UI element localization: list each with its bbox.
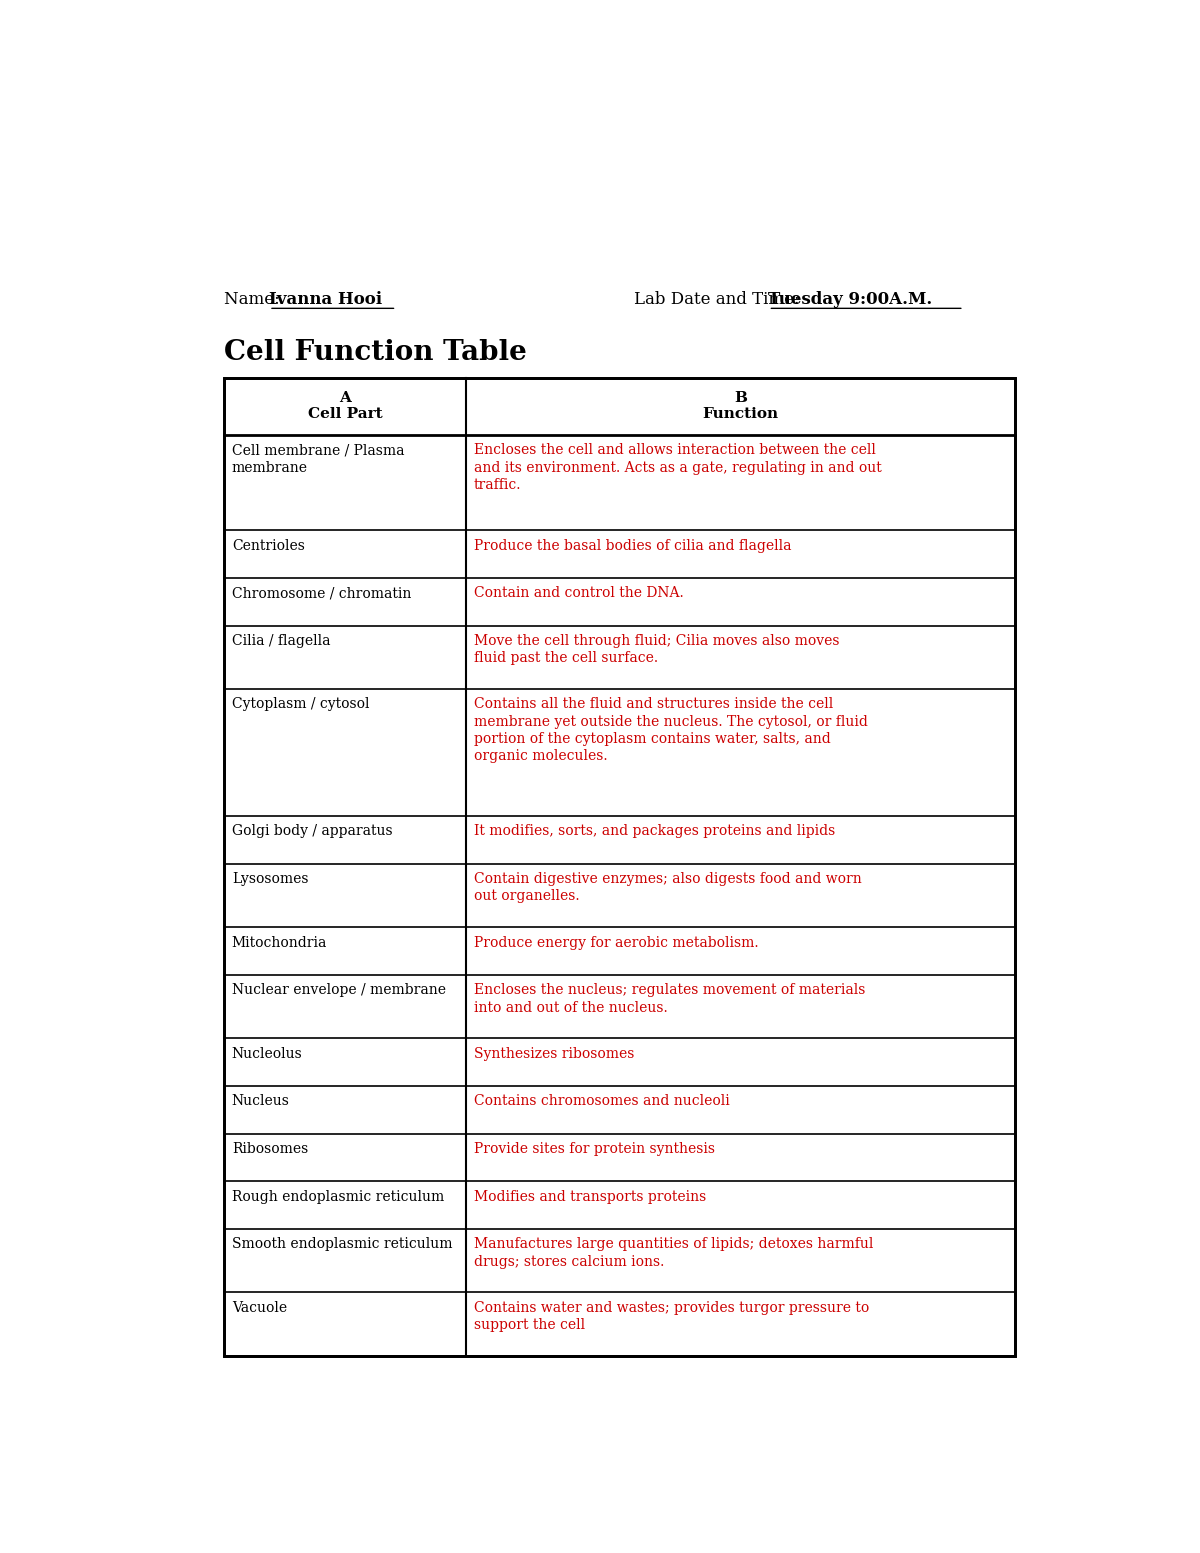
Text: Nucleus: Nucleus <box>232 1095 289 1109</box>
Text: Smooth endoplasmic reticulum: Smooth endoplasmic reticulum <box>232 1238 452 1252</box>
Text: Ivanna Hooi: Ivanna Hooi <box>269 292 382 309</box>
Text: Nucleolus: Nucleolus <box>232 1047 302 1061</box>
Text: Golgi body / apparatus: Golgi body / apparatus <box>232 825 392 839</box>
Text: Encloses the cell and allows interaction between the cell
and its environment. A: Encloses the cell and allows interaction… <box>474 444 881 492</box>
Text: Manufactures large quantities of lipids; detoxes harmful
drugs; stores calcium i: Manufactures large quantities of lipids;… <box>474 1238 874 1269</box>
Text: Contains all the fluid and structures inside the cell
membrane yet outside the n: Contains all the fluid and structures in… <box>474 697 868 764</box>
Text: Tuesday 9:00A.M.: Tuesday 9:00A.M. <box>768 292 932 309</box>
Text: Cytoplasm / cytosol: Cytoplasm / cytosol <box>232 697 370 711</box>
Text: Nuclear envelope / membrane: Nuclear envelope / membrane <box>232 983 446 997</box>
Text: Produce energy for aerobic metabolism.: Produce energy for aerobic metabolism. <box>474 935 758 949</box>
Text: Vacuole: Vacuole <box>232 1301 287 1315</box>
Text: Ribosomes: Ribosomes <box>232 1141 308 1155</box>
Text: Produce the basal bodies of cilia and flagella: Produce the basal bodies of cilia and fl… <box>474 539 791 553</box>
Text: Cell membrane / Plasma
membrane: Cell membrane / Plasma membrane <box>232 444 404 475</box>
Text: Centrioles: Centrioles <box>232 539 305 553</box>
Text: Modifies and transports proteins: Modifies and transports proteins <box>474 1190 706 1204</box>
Text: Cell Function Table: Cell Function Table <box>224 340 527 367</box>
Text: Chromosome / chromatin: Chromosome / chromatin <box>232 587 412 601</box>
Text: A
Cell Part: A Cell Part <box>308 391 383 421</box>
Text: It modifies, sorts, and packages proteins and lipids: It modifies, sorts, and packages protein… <box>474 825 835 839</box>
Text: Name:: Name: <box>224 292 290 309</box>
Text: Contains water and wastes; provides turgor pressure to
support the cell: Contains water and wastes; provides turg… <box>474 1301 869 1332</box>
Text: Move the cell through fluid; Cilia moves also moves
fluid past the cell surface.: Move the cell through fluid; Cilia moves… <box>474 634 839 665</box>
Text: Lysosomes: Lysosomes <box>232 873 308 887</box>
Text: Cilia / flagella: Cilia / flagella <box>232 634 330 648</box>
Text: Contain and control the DNA.: Contain and control the DNA. <box>474 587 683 601</box>
Text: Provide sites for protein synthesis: Provide sites for protein synthesis <box>474 1141 715 1155</box>
Bar <box>224 377 1015 1356</box>
Text: Rough endoplasmic reticulum: Rough endoplasmic reticulum <box>232 1190 444 1204</box>
Text: Contain digestive enzymes; also digests food and worn
out organelles.: Contain digestive enzymes; also digests … <box>474 873 862 904</box>
Text: Lab Date and Time:: Lab Date and Time: <box>634 292 810 309</box>
Text: Mitochondria: Mitochondria <box>232 935 328 949</box>
Text: Contains chromosomes and nucleoli: Contains chromosomes and nucleoli <box>474 1095 730 1109</box>
Bar <box>224 377 1015 1356</box>
Text: Synthesizes ribosomes: Synthesizes ribosomes <box>474 1047 634 1061</box>
Text: Encloses the nucleus; regulates movement of materials
into and out of the nucleu: Encloses the nucleus; regulates movement… <box>474 983 865 1014</box>
Text: B
Function: B Function <box>702 391 779 421</box>
